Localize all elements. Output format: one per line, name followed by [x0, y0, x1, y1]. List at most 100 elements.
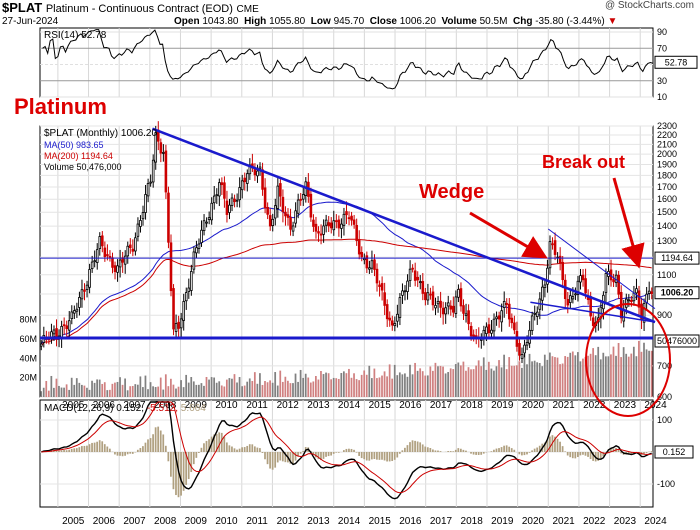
volume-bar: [459, 365, 462, 397]
macd-hist-bar: [80, 446, 83, 452]
price-bar-body: [98, 236, 102, 249]
price-bar-body: [162, 152, 165, 154]
open-label: Open: [174, 16, 200, 27]
volume-bar: [485, 369, 488, 397]
macd-hist-bar: [650, 451, 653, 452]
price-bar-body: [345, 211, 348, 216]
macd-hist-bar: [192, 452, 195, 465]
macd-hist-bar: [401, 450, 404, 452]
price-bar-body: [513, 322, 516, 331]
volume-y-tick-60M: 60M: [19, 334, 37, 344]
volume-bar: [487, 361, 490, 397]
macd-hist-bar: [177, 452, 180, 498]
macd-hist-bar: [322, 452, 325, 459]
ma200-tag-box: [654, 251, 700, 265]
macd-hist-bar: [416, 441, 419, 452]
price-bar-body: [144, 194, 147, 213]
trendline-2: [547, 228, 656, 310]
macd-hist-bar: [342, 450, 345, 452]
price-bar-body: [136, 223, 140, 237]
volume-bar: [569, 352, 572, 397]
price-bar-body: [457, 288, 460, 298]
price-bar-body: [553, 240, 557, 255]
price-bar-body: [235, 199, 239, 202]
macd-hist-bar: [543, 442, 546, 452]
price-bar-body: [370, 260, 374, 269]
price-bar-body: [261, 169, 264, 190]
macd-hist-bar: [378, 452, 381, 460]
macd-hist-bar: [327, 452, 330, 457]
price-bar-body: [205, 221, 208, 224]
volume-bar: [571, 351, 574, 397]
volume-bar: [462, 361, 465, 397]
price-y-tick-2300: 2300: [657, 121, 677, 131]
macd-hist-bar: [426, 447, 429, 452]
price-bar-body: [256, 170, 259, 177]
price-bar-body: [543, 284, 547, 288]
price-bar-body: [436, 300, 440, 305]
volume-bar: [421, 371, 424, 397]
volume-bar: [253, 372, 256, 397]
volume-bar: [531, 361, 533, 397]
volume-bar: [432, 370, 434, 397]
macd-hist-bar: [602, 452, 605, 457]
price-bar-body: [90, 261, 94, 269]
x-tick-label-2021: 2021: [552, 400, 575, 411]
price-bar-body: [218, 182, 221, 197]
price-bar-body: [612, 279, 615, 283]
macd-signal-line: [41, 401, 652, 494]
close-label: Close: [369, 16, 397, 27]
macd-hist-bar: [187, 452, 190, 480]
macd-hist-bar: [429, 447, 432, 452]
legend-ma50: MA(50) 983.65: [44, 140, 104, 150]
macd-hist-bar: [510, 448, 513, 452]
volume-bar: [223, 386, 226, 397]
price-bar-body: [571, 296, 575, 300]
macd-hist-bar: [439, 451, 442, 452]
volume-bar: [175, 388, 177, 397]
volume-bar: [426, 375, 429, 397]
price-bar-body: [169, 242, 173, 292]
volume-bar: [635, 356, 638, 397]
volume-bar: [439, 365, 442, 397]
price-bar-body: [495, 316, 498, 320]
volume-bar: [353, 373, 355, 397]
macd-hist-bar: [528, 452, 531, 453]
macd-hist-bar: [350, 448, 353, 452]
wedge-arrow: [469, 211, 548, 259]
volume-bar: [251, 380, 254, 397]
price-bar-body: [579, 275, 582, 283]
volume-bar: [119, 377, 121, 397]
price-bar-body: [449, 305, 453, 310]
volume-bar: [498, 360, 500, 397]
price-bar-body: [492, 318, 496, 332]
price-bar-body: [230, 197, 234, 206]
volume-bar: [101, 383, 104, 397]
price-bar-body: [398, 297, 402, 318]
volume-bar: [579, 361, 582, 397]
price-bar-body: [434, 305, 437, 309]
volume-bar: [604, 356, 607, 397]
macd-hist-bar: [404, 447, 406, 452]
price-bar-body: [177, 321, 180, 329]
macd-hist-bar: [388, 452, 391, 462]
macd-hist-bar: [363, 452, 366, 460]
macd-hist-bar: [266, 452, 269, 465]
price-bar-body: [569, 295, 572, 303]
volume-bar: [416, 370, 419, 397]
price-bar-body: [309, 193, 313, 218]
volume-bar: [55, 378, 58, 397]
x-tick-label-bottom-2007: 2007: [123, 516, 146, 527]
macd-hist-bar: [480, 452, 483, 455]
macd-hist-bar: [393, 452, 396, 460]
price-bar-body: [294, 210, 297, 224]
price-bar-body: [197, 243, 201, 249]
price-bar-body: [281, 196, 285, 213]
price-bar-body: [88, 269, 91, 288]
volume-bar: [373, 368, 376, 397]
price-bar-body: [378, 284, 381, 287]
price-bar-body: [83, 289, 86, 292]
price-y-tick-2200: 2200: [657, 130, 677, 140]
macd-hist-bar: [297, 452, 299, 457]
price-bar-body: [106, 254, 109, 257]
